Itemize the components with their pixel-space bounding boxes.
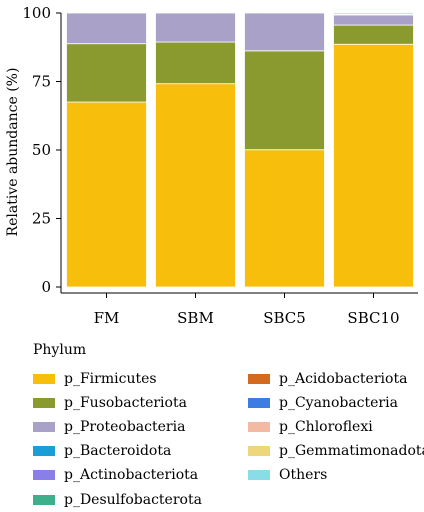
legend-swatch bbox=[33, 398, 55, 408]
legend-label: p_Bacteroidota bbox=[64, 443, 171, 459]
x-axis: FM SBM SBC5 SBC10 bbox=[61, 293, 418, 327]
legend-swatch bbox=[248, 422, 270, 432]
bar-segment-sbc10-p-proteobacteria bbox=[334, 15, 414, 25]
y-tick-label: 25 bbox=[32, 210, 51, 228]
y-axis: 0 25 50 75 100 bbox=[22, 4, 61, 296]
legend-label: p_Firmicutes bbox=[64, 371, 157, 387]
legend-label: p_Chloroflexi bbox=[279, 419, 373, 435]
y-tick-label: 0 bbox=[41, 278, 51, 296]
legend-item: Others bbox=[248, 463, 418, 487]
x-tick-label: FM bbox=[94, 309, 120, 327]
legend-item: p_Fusobacteriota bbox=[33, 391, 248, 415]
legend-label: p_Gemmatimonadota bbox=[279, 443, 424, 459]
legend-item: p_Proteobacteria bbox=[33, 415, 248, 439]
legend-item: p_Bacteroidota bbox=[33, 439, 248, 463]
legend-swatch bbox=[248, 446, 270, 456]
legend-swatch bbox=[248, 374, 270, 384]
x-tick-label: SBC10 bbox=[347, 309, 399, 327]
bar-segment-sbc5-p-firmicutes bbox=[245, 150, 325, 287]
legend-item: p_Gemmatimonadota bbox=[248, 439, 418, 463]
bar-segment-sbc5-p-fusobacteriota bbox=[245, 51, 325, 150]
legend-item: p_Actinobacteriota bbox=[33, 463, 248, 487]
y-axis-title: Relative abundance (%) bbox=[5, 68, 21, 237]
y-tick-label: 50 bbox=[32, 141, 51, 159]
bar-segment-sbm-p-firmicutes bbox=[156, 84, 236, 287]
legend-items: p_Firmicutes p_Fusobacteriota p_Proteobact… bbox=[33, 367, 418, 512]
legend-label: p_Fusobacteriota bbox=[64, 395, 187, 411]
legend-swatch bbox=[33, 446, 55, 456]
legend: Phylum p_Firmicutes p_Fusobacteriota p_Pro… bbox=[33, 342, 418, 512]
legend-item: p_Cyanobacteria bbox=[248, 391, 418, 415]
x-tick-label: SBM bbox=[177, 309, 214, 327]
legend-title: Phylum bbox=[33, 342, 418, 358]
y-tick-label: 100 bbox=[22, 4, 51, 22]
bar-segment-sbc10-p-fusobacteriota bbox=[334, 25, 414, 44]
y-tick-label: 75 bbox=[32, 73, 51, 91]
legend-label: p_Proteobacteria bbox=[64, 419, 185, 435]
bar-segment-sbm-p-proteobacteria bbox=[156, 13, 236, 42]
legend-swatch bbox=[248, 398, 270, 408]
legend-item: p_Firmicutes bbox=[33, 367, 248, 391]
bar-segment-fm-p-firmicutes bbox=[67, 102, 147, 287]
bars bbox=[67, 13, 414, 287]
bar-segment-fm-p-proteobacteria bbox=[67, 13, 147, 44]
legend-item: p_Chloroflexi bbox=[248, 415, 418, 439]
stacked-bar-chart: 0 25 50 75 100 FM SBM SBC5 SBC10 Relative abund… bbox=[0, 0, 424, 335]
legend-label: p_Acidobacteriota bbox=[279, 371, 407, 387]
bar-segment-fm-p-fusobacteriota bbox=[67, 44, 147, 102]
legend-swatch bbox=[33, 422, 55, 432]
legend-swatch bbox=[248, 470, 270, 480]
legend-item: p_Acidobacteriota bbox=[248, 367, 418, 391]
bar-segment-sbc10-p-firmicutes bbox=[334, 44, 414, 287]
bar-segment-sbc5-p-proteobacteria bbox=[245, 13, 325, 51]
legend-label: p_Cyanobacteria bbox=[279, 395, 398, 411]
bar-segment-sbc10-p-desulfobacterota bbox=[334, 13, 414, 14]
legend-label: p_Actinobacteriota bbox=[64, 467, 198, 483]
legend-swatch bbox=[33, 470, 55, 480]
bar-segment-sbm-p-fusobacteriota bbox=[156, 42, 236, 84]
legend-label: Others bbox=[279, 467, 327, 483]
x-tick-label: SBC5 bbox=[263, 309, 306, 327]
legend-swatch bbox=[33, 374, 55, 384]
